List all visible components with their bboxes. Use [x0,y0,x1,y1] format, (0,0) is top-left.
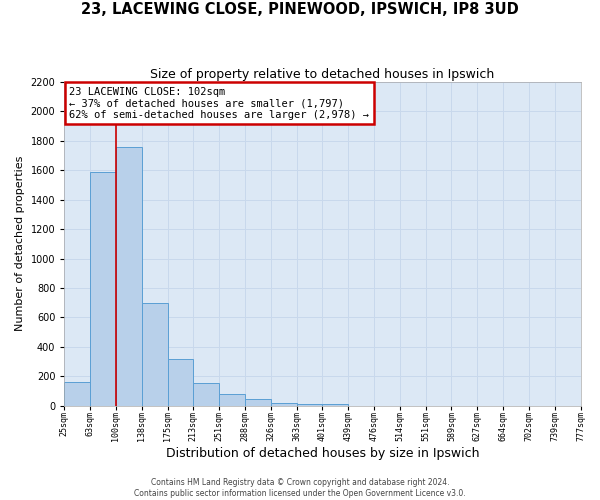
Bar [142,302,167,406]
Text: Contains HM Land Registry data © Crown copyright and database right 2024.
Contai: Contains HM Land Registry data © Crown c… [134,478,466,498]
Y-axis label: Number of detached properties: Number of detached properties [15,156,25,332]
Bar [64,382,90,406]
Title: Size of property relative to detached houses in Ipswich: Size of property relative to detached ho… [150,68,494,80]
Bar [167,360,193,406]
Text: 23 LACEWING CLOSE: 102sqm
← 37% of detached houses are smaller (1,797)
62% of se: 23 LACEWING CLOSE: 102sqm ← 37% of detac… [70,86,370,120]
Bar [116,146,142,406]
X-axis label: Distribution of detached houses by size in Ipswich: Distribution of detached houses by size … [166,447,479,460]
Bar [219,394,245,406]
Bar [271,403,296,406]
Text: 23, LACEWING CLOSE, PINEWOOD, IPSWICH, IP8 3UD: 23, LACEWING CLOSE, PINEWOOD, IPSWICH, I… [81,2,519,18]
Bar [245,400,271,406]
Bar [296,404,322,406]
Bar [193,383,219,406]
Bar [322,404,348,406]
Bar [90,172,116,406]
